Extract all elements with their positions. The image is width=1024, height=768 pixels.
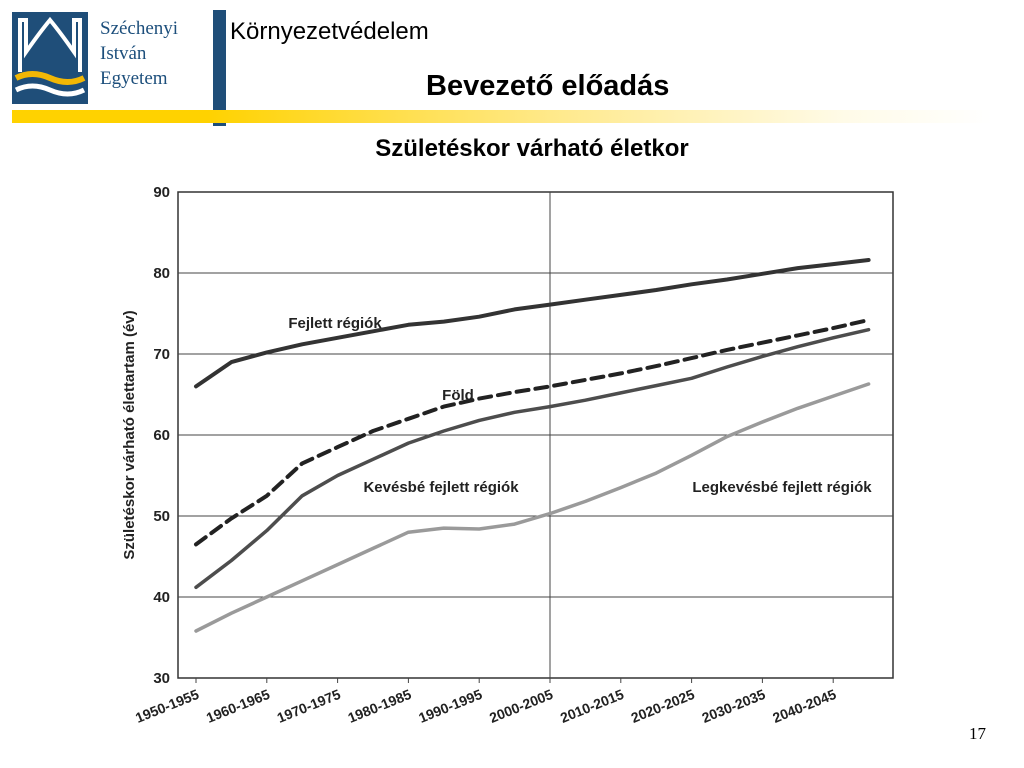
- y-tick-label: 70: [153, 346, 170, 363]
- x-tick-label: 2020-2025: [629, 686, 697, 726]
- course-title: Környezetvédelem: [230, 18, 429, 45]
- university-logo: [12, 12, 88, 104]
- page-number: 17: [969, 724, 986, 743]
- y-axis-label: Születéskor várható élettartam (év): [121, 310, 138, 559]
- x-tick-label: 2000-2005: [487, 686, 555, 726]
- university-line-2: István: [100, 43, 147, 64]
- x-tick-label: 1950-1955: [133, 686, 201, 726]
- x-tick-label: 1980-1985: [345, 686, 413, 726]
- series-line: [194, 382, 871, 633]
- x-tick-label: 1990-1995: [416, 686, 484, 726]
- y-tick-label: 90: [153, 184, 170, 201]
- x-tick-label: 1970-1975: [275, 686, 343, 726]
- y-tick-label: 80: [153, 265, 170, 282]
- university-name: Széchenyi István Egyetem: [100, 16, 178, 91]
- x-tick-label: 1960-1965: [204, 686, 272, 726]
- series-line: [194, 318, 871, 547]
- series-label: Kevésbé fejlett régiók: [363, 479, 519, 496]
- series-label: Legkevésbé fejlett régiók: [692, 479, 872, 496]
- y-tick-label: 60: [153, 427, 170, 444]
- series-label: Föld: [442, 387, 474, 404]
- chart-title: Születéskor várható életkor: [375, 135, 689, 162]
- y-tick-label: 30: [153, 670, 170, 687]
- x-tick-label: 2010-2015: [558, 686, 626, 726]
- lecture-title: Bevezető előadás: [426, 70, 670, 102]
- series-label: Fejlett régiók: [288, 315, 382, 332]
- x-tick-label: 2040-2045: [770, 686, 838, 726]
- y-tick-label: 50: [153, 508, 170, 525]
- header-accent-bar: [12, 110, 992, 123]
- y-tick-label: 40: [153, 589, 170, 606]
- university-line-1: Széchenyi: [100, 18, 179, 39]
- header-divider: [213, 10, 226, 126]
- series-line: [194, 258, 871, 389]
- x-tick-label: 2030-2035: [699, 686, 767, 726]
- university-line-3: Egyetem: [100, 68, 168, 89]
- series-line: [194, 327, 871, 590]
